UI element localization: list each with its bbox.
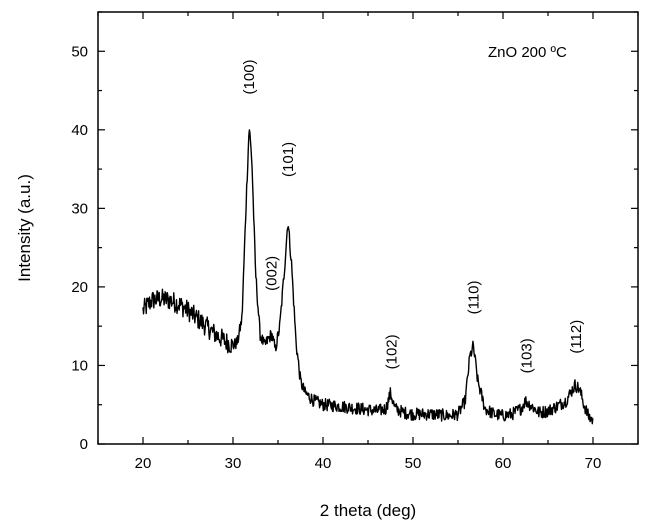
axis-ticks (97, 11, 639, 445)
x-tick-label: 40 (315, 455, 332, 472)
y-tick-label: 10 (71, 357, 88, 374)
y-tick-label: 30 (71, 200, 88, 217)
peak-label: (110) (465, 280, 482, 314)
peak-label: (112) (568, 320, 585, 354)
legend-text: ZnO 200 ºC (488, 44, 567, 61)
y-axis-title: Intensity (a.u.) (15, 174, 34, 282)
x-tick-label: 60 (495, 455, 512, 472)
y-tick-label: 0 (80, 436, 88, 453)
x-tick-label: 30 (225, 455, 242, 472)
tick-labels: 20 30 40 50 60 70 0 10 20 30 40 50 (71, 43, 601, 472)
peak-label: (100) (241, 59, 258, 94)
peak-label: (101) (280, 142, 297, 177)
peak-label: (002) (264, 256, 281, 291)
peak-label: (102) (383, 334, 400, 369)
series-layer (142, 129, 594, 425)
y-tick-label: 50 (71, 43, 88, 60)
peak-label: (103) (518, 338, 535, 373)
x-axis-title: 2 theta (deg) (320, 501, 416, 520)
x-tick-label: 70 (585, 455, 602, 472)
x-tick-label: 50 (405, 455, 422, 472)
y-tick-label: 40 (71, 122, 88, 139)
x-tick-label: 20 (135, 455, 152, 472)
plot-border (97, 11, 639, 445)
y-tick-label: 20 (71, 279, 88, 296)
xrd-series-line (142, 129, 594, 425)
plot-frame (97, 11, 639, 445)
peak-labels: (100) (002) (101) (102) (110) (103) (112) (241, 59, 585, 373)
